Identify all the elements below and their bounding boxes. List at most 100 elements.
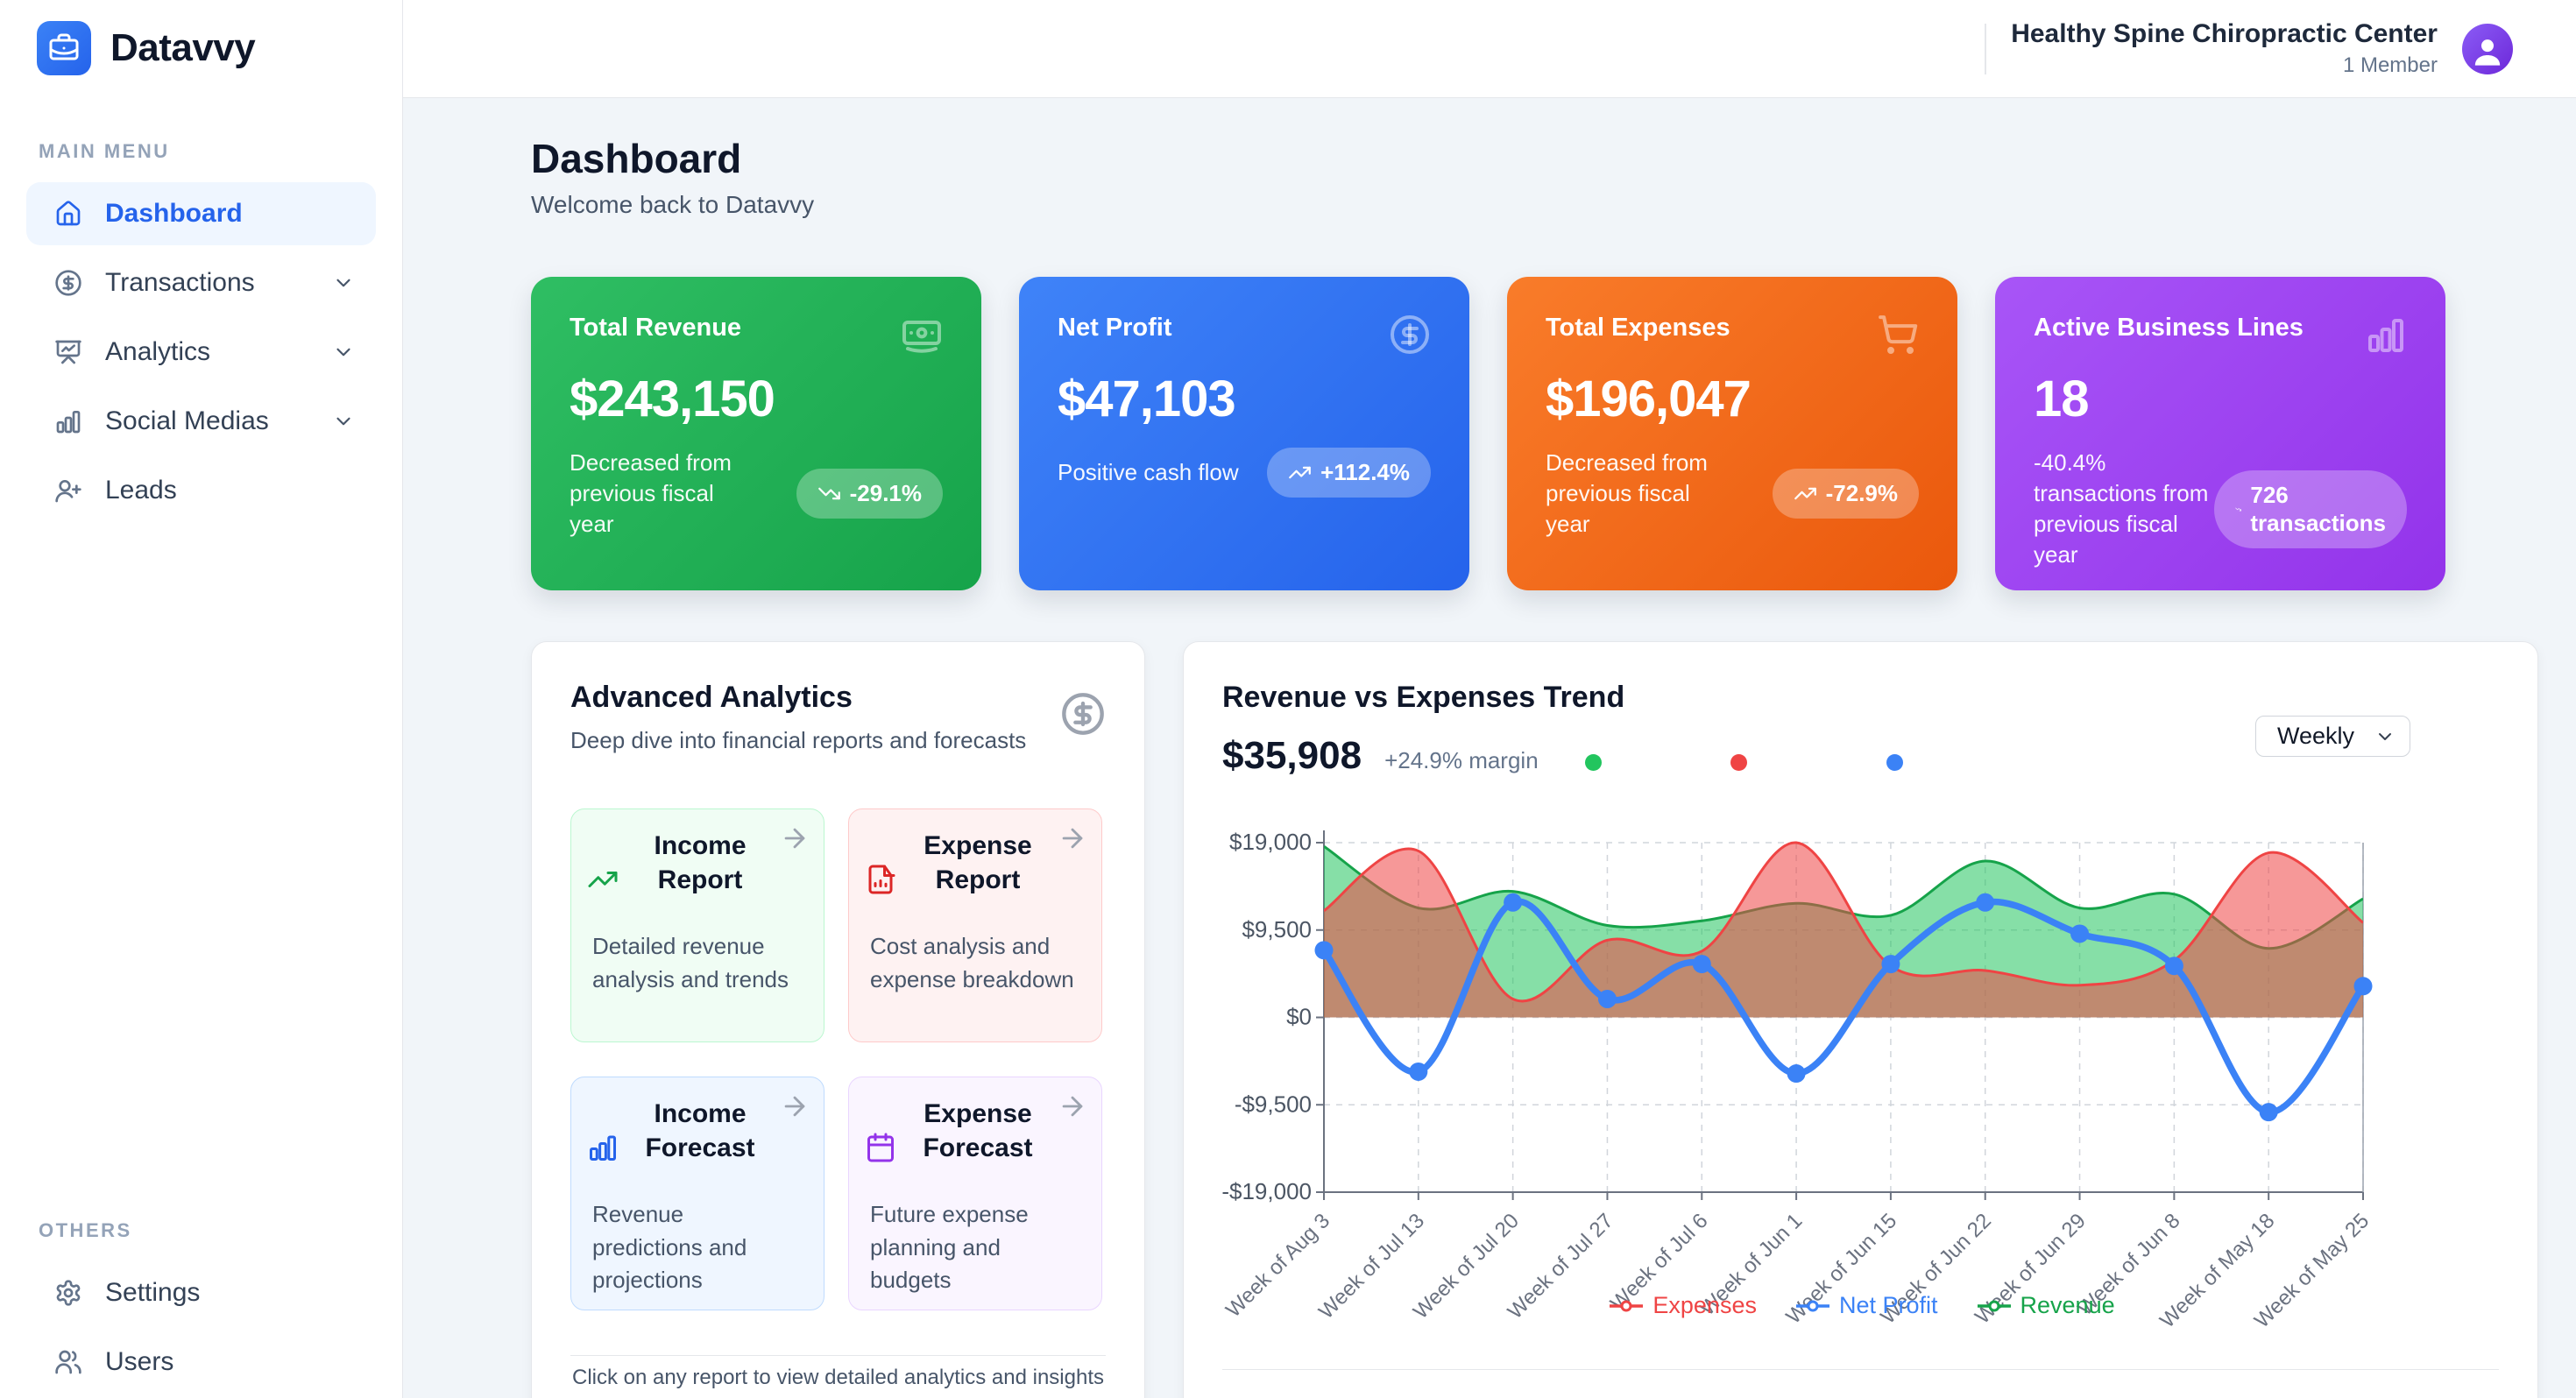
stat-note: Decreased from previous fiscal year: [1546, 449, 1708, 538]
report-title: Expense Report: [924, 831, 1032, 894]
top-header: Healthy Spine Chiropractic Center 1 Memb…: [403, 0, 2576, 98]
banknote-icon: [902, 321, 941, 353]
chart-legend: Expenses Net Profit: [1222, 1292, 2502, 1319]
svg-text:$0: $0: [1286, 1004, 1312, 1030]
stat-card-net-profit[interactable]: Net Profit $47,103 Positive cash flow +1…: [1019, 277, 1469, 590]
svg-text:-$19,000: -$19,000: [1222, 1178, 1312, 1204]
arrow-right-icon: [784, 1096, 805, 1117]
period-select[interactable]: Weekly: [2255, 716, 2410, 757]
svg-text:$19,000: $19,000: [1229, 829, 1312, 855]
circle-dollar-icon: [55, 270, 81, 296]
expenses-dot: [1730, 754, 1747, 771]
report-card-income-forecast[interactable]: Income Forecast Revenue predictions and …: [570, 1077, 824, 1310]
sidebar-item-users[interactable]: Users: [26, 1331, 376, 1394]
stat-label: Active Business Lines: [2034, 314, 2304, 342]
sidebar-item-dashboard[interactable]: Dashboard: [26, 182, 376, 245]
sidebar-item-label: Analytics: [105, 337, 211, 366]
gear-icon: [56, 1280, 81, 1306]
advanced-analytics-panel: Advanced Analytics Deep dive into financ…: [531, 641, 1145, 1398]
legend-marker-icon: [1610, 1300, 1644, 1311]
bar-chart-icon: [2368, 319, 2403, 352]
sidebar-item-transactions[interactable]: Transactions: [26, 251, 376, 314]
calendar-icon: [867, 1133, 894, 1162]
report-card-expense-report[interactable]: Expense Report Cost analysis and expense…: [848, 808, 1102, 1042]
stat-change-badge: +112.4%: [1267, 448, 1431, 498]
users-icon: [55, 1350, 81, 1374]
stat-value: $196,047: [1546, 371, 1752, 427]
legend-marker-icon: [1977, 1300, 2011, 1311]
stat-label: Total Expenses: [1546, 314, 1730, 342]
sidebar-item-label: Social Medias: [105, 406, 269, 435]
report-desc: Future expense planning and budgets: [870, 1201, 1029, 1294]
circle-dollar-icon: [1062, 693, 1104, 735]
report-title: Income Report: [654, 831, 747, 894]
svg-text:$9,500: $9,500: [1242, 916, 1312, 943]
sidebar-item-label: Dashboard: [105, 199, 243, 228]
arrow-right-icon: [784, 828, 805, 849]
legend-item-expenses[interactable]: Expenses: [1609, 1292, 1757, 1319]
shopping-cart-icon: [1879, 315, 1918, 354]
chart-headline-value: $35,908: [1222, 734, 1362, 777]
legend-item-revenue[interactable]: Revenue: [1977, 1292, 2115, 1319]
sidebar-item-settings[interactable]: Settings: [26, 1261, 376, 1324]
stat-value: $243,150: [570, 371, 775, 427]
sidebar-item-label: Users: [105, 1347, 174, 1376]
sidebar: Datavvy MAIN MENU Dashboard Transactions: [0, 0, 403, 1398]
user-avatar[interactable]: [2462, 23, 2513, 74]
legend-marker-icon: [1795, 1300, 1829, 1311]
sidebar-item-label: Settings: [105, 1278, 201, 1307]
company-member-count: 1 Member: [2342, 53, 2438, 77]
sidebar-item-social-medias[interactable]: Social Medias: [26, 390, 376, 453]
sidebar-main-menu: MAIN MENU Dashboard Transactions: [26, 140, 376, 528]
trend-chart-panel: Revenue vs Expenses Trend $35,908 +24.9%…: [1183, 641, 2538, 1398]
stat-card-total-revenue[interactable]: Total Revenue $243,150 Decreased from pr…: [531, 277, 981, 590]
stat-change-badge: -29.1%: [796, 469, 943, 519]
stat-card-active-business-lines[interactable]: Active Business Lines 18 -40.4% transact…: [1995, 277, 2445, 590]
stat-note: Decreased from previous fiscal year: [570, 449, 732, 538]
sidebar-item-label: Leads: [105, 476, 177, 505]
brand: Datavvy: [37, 21, 256, 75]
user-plus-icon: [55, 480, 81, 503]
analytics-subtitle: Deep dive into financial reports and for…: [570, 727, 1027, 753]
sidebar-item-label: Transactions: [105, 268, 255, 297]
chevron-down-icon: [2379, 732, 2391, 740]
report-card-expense-forecast[interactable]: Expense Forecast Future expense planning…: [848, 1077, 1102, 1310]
report-desc: Revenue predictions and projections: [592, 1201, 747, 1294]
panel-divider: [1222, 1369, 2499, 1370]
trending-down-icon: [2235, 507, 2242, 512]
trending-up-icon: [1794, 487, 1816, 500]
sidebar-item-analytics[interactable]: Analytics: [26, 321, 376, 384]
stat-transactions-badge: 726 transactions: [2214, 470, 2407, 548]
svg-text:-$9,500: -$9,500: [1235, 1091, 1312, 1117]
trending-up-icon: [588, 872, 618, 887]
net-profit-dot: [1886, 754, 1903, 771]
stat-label: Total Revenue: [570, 314, 742, 342]
chevron-down-icon: [336, 279, 350, 287]
briefcase-icon: [49, 33, 79, 60]
chevron-down-icon: [336, 417, 350, 426]
bar-chart-icon: [56, 411, 81, 434]
file-chart-icon: [868, 865, 895, 894]
home-icon: [56, 201, 81, 226]
stat-value: 18: [2034, 371, 2090, 427]
analytics-footer-hint: Click on any report to view detailed ana…: [572, 1366, 1104, 1389]
circle-dollar-icon: [1391, 315, 1429, 354]
sidebar-section-label: MAIN MENU: [39, 140, 170, 162]
header-divider: [1985, 23, 1987, 74]
arrow-right-icon: [1062, 828, 1083, 849]
chart-margin-note: +24.9% margin: [1384, 747, 1539, 773]
report-title: Income Forecast: [645, 1099, 755, 1162]
sidebar-item-leads[interactable]: Leads: [26, 459, 376, 522]
stat-card-total-expenses[interactable]: Total Expenses $196,047 Decreased from p…: [1507, 277, 1957, 590]
main-content: Dashboard Welcome back to Datavvy Total …: [403, 98, 2576, 1398]
trending-down-icon: [817, 487, 840, 500]
report-card-income-report[interactable]: Income Report Detailed revenue analysis …: [570, 808, 824, 1042]
report-desc: Detailed revenue analysis and trends: [592, 933, 789, 992]
company-name: Healthy Spine Chiropractic Center: [2011, 19, 2438, 48]
brand-logo: [37, 21, 91, 75]
chevron-down-icon: [336, 348, 350, 357]
page-subtitle: Welcome back to Datavvy: [531, 191, 815, 218]
legend-item-net-profit[interactable]: Net Profit: [1795, 1292, 1938, 1319]
